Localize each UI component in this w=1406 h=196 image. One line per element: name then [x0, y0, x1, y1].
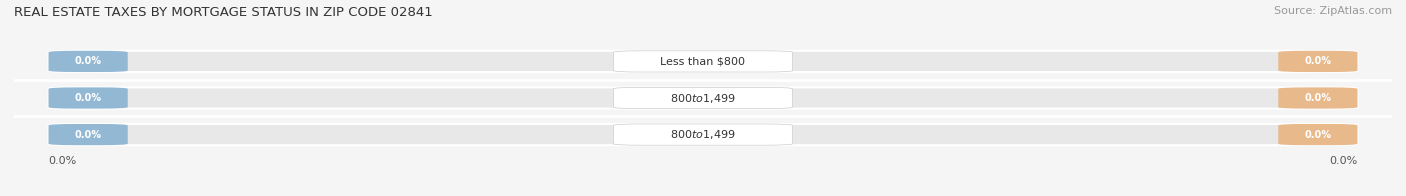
FancyBboxPatch shape	[48, 51, 1358, 72]
Text: 0.0%: 0.0%	[1305, 93, 1331, 103]
FancyBboxPatch shape	[1278, 51, 1358, 72]
FancyBboxPatch shape	[1278, 124, 1358, 145]
Text: 0.0%: 0.0%	[75, 56, 101, 66]
Text: 0.0%: 0.0%	[48, 156, 77, 166]
FancyBboxPatch shape	[613, 87, 793, 109]
Text: Source: ZipAtlas.com: Source: ZipAtlas.com	[1274, 6, 1392, 16]
FancyBboxPatch shape	[48, 124, 1358, 145]
Text: $800 to $1,499: $800 to $1,499	[671, 128, 735, 141]
FancyBboxPatch shape	[48, 87, 1358, 109]
FancyBboxPatch shape	[1278, 87, 1358, 109]
FancyBboxPatch shape	[613, 124, 793, 145]
Text: $800 to $1,499: $800 to $1,499	[671, 92, 735, 104]
Text: 0.0%: 0.0%	[1305, 130, 1331, 140]
Text: 0.0%: 0.0%	[1305, 56, 1331, 66]
Text: 0.0%: 0.0%	[75, 93, 101, 103]
FancyBboxPatch shape	[48, 124, 128, 145]
Text: REAL ESTATE TAXES BY MORTGAGE STATUS IN ZIP CODE 02841: REAL ESTATE TAXES BY MORTGAGE STATUS IN …	[14, 6, 433, 19]
FancyBboxPatch shape	[613, 51, 793, 72]
Text: 0.0%: 0.0%	[1329, 156, 1358, 166]
FancyBboxPatch shape	[48, 87, 128, 109]
FancyBboxPatch shape	[48, 51, 128, 72]
Text: 0.0%: 0.0%	[75, 130, 101, 140]
Text: Less than $800: Less than $800	[661, 56, 745, 66]
